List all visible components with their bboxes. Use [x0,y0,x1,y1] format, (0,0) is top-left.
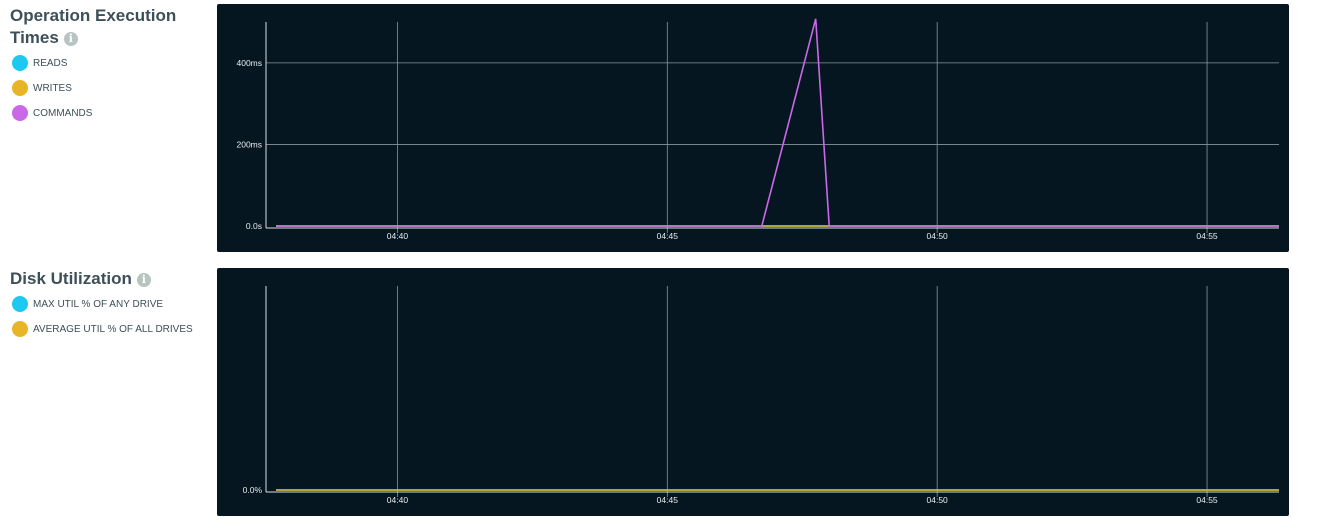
x-tick-label: 04:50 [927,231,949,241]
info-icon[interactable]: i [63,32,78,46]
legend-swatch [12,55,28,71]
x-tick-label: 04:55 [1196,231,1218,241]
legend-item-reads[interactable]: READS [12,55,200,71]
legend-label: COMMANDS [33,107,93,119]
y-tick-label: 200ms [236,139,262,149]
legend-swatch [12,80,28,96]
y-tick-label: 400ms [236,58,262,68]
x-tick-label: 04:45 [657,231,679,241]
legend-item-average-util[interactable]: AVERAGE UTIL % OF ALL DRIVES [12,321,200,337]
operation-execution-legend: Operation Execution Times i READS WRITES … [10,5,200,130]
x-tick-label: 04:40 [387,495,409,505]
disk-utilization-chart: 0.0% 04:40 04:45 04:50 04:55 [217,268,1289,516]
chart-title: Operation Execution Times i [10,5,200,49]
disk-utilization-legend: Disk Utilization i MAX UTIL % OF ANY DRIV… [10,268,200,346]
operation-execution-chart: 0.0s 200ms 400ms 04:40 04:45 04:50 04:55 [217,4,1289,252]
chart-title: Disk Utilization i [10,268,200,290]
legend-swatch [12,321,28,337]
series-line-commands [276,18,1279,227]
chart-title-text: Operation Execution Times [10,6,177,47]
legend-label: WRITES [33,82,72,94]
legend-item-commands[interactable]: COMMANDS [12,105,200,121]
y-tick-label: 0.0s [246,221,262,231]
legend-label: READS [33,57,68,69]
x-tick-label: 04:45 [657,495,679,505]
legend-label: AVERAGE UTIL % OF ALL DRIVES [33,323,193,335]
legend-item-writes[interactable]: WRITES [12,80,200,96]
disk-utilization-plot: 0.0% 04:40 04:45 04:50 04:55 [243,286,1279,505]
legend-label: MAX UTIL % OF ANY DRIVE [33,298,164,310]
legend-swatch [12,296,28,312]
x-tick-label: 04:50 [927,495,949,505]
y-tick-label: 0.0% [243,485,263,495]
operation-execution-plot: 0.0s 200ms 400ms 04:40 04:45 04:50 04:55 [236,18,1279,241]
chart-title-text: Disk Utilization [10,269,132,288]
info-icon[interactable]: i [136,273,151,287]
legend-item-max-util[interactable]: MAX UTIL % OF ANY DRIVE [12,296,200,312]
legend-swatch [12,105,28,121]
x-tick-label: 04:55 [1196,495,1218,505]
x-tick-label: 04:40 [387,231,409,241]
